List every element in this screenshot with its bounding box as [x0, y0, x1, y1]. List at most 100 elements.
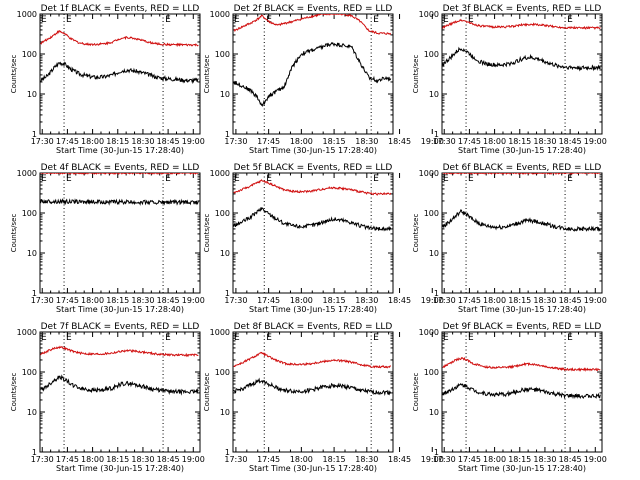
- x-tick-label: 18:15: [106, 137, 129, 146]
- y-tick-label: 100: [424, 50, 439, 59]
- x-tick-label: 17:30: [31, 137, 54, 146]
- x-tick-label: 17:30: [224, 455, 247, 464]
- panel-6: Det 6f BLACK = Events, RED = LLD 1 10 100 10…: [412, 163, 607, 314]
- series-lld-line: [40, 173, 199, 175]
- series-events-line: [233, 41, 392, 108]
- event-marker-label: E: [165, 15, 171, 25]
- event-marker-label: E: [266, 174, 272, 184]
- plot-frame: [39, 331, 201, 453]
- y-tick-label: 1: [434, 448, 439, 457]
- start-marker-label: E: [234, 15, 240, 25]
- panel-5: Det 5f BLACK = Events, RED = LLD 1 10 100 10…: [203, 163, 444, 314]
- x-axis-label: Start Time (30-Jun-15 17:28:40): [56, 464, 184, 473]
- x-tick-label: 17:30: [433, 296, 456, 305]
- plot-frame: [441, 331, 603, 453]
- x-axis-label: Start Time (30-Jun-15 17:28:40): [249, 146, 377, 155]
- x-tick-label: 18:00: [290, 296, 313, 305]
- x-tick-label: 19:00: [584, 455, 607, 464]
- x-tick-label: 18:15: [323, 455, 346, 464]
- panel-title: Det 1f BLACK = Events, RED = LLD: [41, 4, 200, 14]
- y-tick-label: 1: [225, 289, 230, 298]
- start-marker-label: E: [41, 15, 47, 25]
- x-tick-label: 18:30: [131, 296, 154, 305]
- x-tick-label: 18:45: [388, 455, 411, 464]
- y-tick-label: 100: [22, 50, 37, 59]
- y-axis-label: Counts/sec: [10, 55, 18, 94]
- panel-title: Det 3f BLACK = Events, RED = LLD: [443, 4, 602, 14]
- x-tick-label: 18:30: [355, 296, 378, 305]
- x-tick-label: 18:15: [323, 137, 346, 146]
- x-tick-label: 18:45: [559, 455, 582, 464]
- x-tick-label: 18:45: [388, 137, 411, 146]
- y-tick-label: 100: [215, 209, 230, 218]
- y-tick-label: 1000: [210, 328, 230, 337]
- x-tick-label: 18:00: [81, 137, 104, 146]
- panel-title: Det 4f BLACK = Events, RED = LLD: [41, 163, 200, 173]
- x-tick-label: 18:30: [355, 455, 378, 464]
- panel-title: Det 2f BLACK = Events, RED = LLD: [234, 4, 393, 14]
- x-tick-label: 17:45: [458, 296, 481, 305]
- y-tick-label: 10: [27, 408, 37, 417]
- x-tick-label: 18:30: [533, 296, 556, 305]
- event-marker-label: E: [165, 333, 171, 343]
- x-tick-label: 18:15: [508, 137, 531, 146]
- event-marker-label: E: [468, 333, 474, 343]
- x-tick-label: 19:00: [182, 137, 205, 146]
- panel-7: Det 7f BLACK = Events, RED = LLD 1 10 100 10…: [10, 322, 205, 473]
- panel-title: Det 7f BLACK = Events, RED = LLD: [41, 322, 200, 332]
- x-tick-label: 17:30: [433, 137, 456, 146]
- event-marker-label: E: [66, 15, 72, 25]
- event-marker-label: E: [373, 333, 379, 343]
- panel-2: Det 2f BLACK = Events, RED = LLD 1 10 100 10…: [203, 4, 444, 155]
- y-tick-label: 10: [220, 249, 230, 258]
- x-axis-label: Start Time (30-Jun-15 17:28:40): [249, 464, 377, 473]
- x-tick-label: 17:30: [433, 455, 456, 464]
- x-tick-label: 19:00: [182, 455, 205, 464]
- y-tick-label: 10: [220, 90, 230, 99]
- start-marker-label: E: [234, 333, 240, 343]
- y-tick-label: 100: [215, 368, 230, 377]
- y-tick-label: 1: [32, 289, 37, 298]
- y-axis-label: Counts/sec: [203, 373, 211, 412]
- x-tick-label: 18:30: [131, 137, 154, 146]
- series-lld-line: [40, 30, 199, 48]
- x-tick-label: 18:15: [323, 296, 346, 305]
- y-tick-label: 100: [22, 368, 37, 377]
- y-axis-label: Counts/sec: [203, 55, 211, 94]
- event-marker-label: E: [468, 15, 474, 25]
- y-tick-label: 1: [434, 289, 439, 298]
- y-tick-label: 1000: [419, 169, 439, 178]
- y-tick-label: 100: [215, 50, 230, 59]
- panel-4: Det 4f BLACK = Events, RED = LLD 1 10 100 10…: [10, 163, 205, 314]
- series-events-line: [40, 374, 199, 396]
- x-tick-label: 19:00: [421, 296, 444, 305]
- event-marker-label: E: [66, 174, 72, 184]
- y-tick-label: 1: [225, 448, 230, 457]
- x-tick-label: 17:45: [56, 296, 79, 305]
- x-tick-label: 19:00: [584, 296, 607, 305]
- start-marker-label: E: [234, 174, 240, 184]
- y-tick-label: 100: [424, 368, 439, 377]
- x-tick-label: 18:00: [483, 455, 506, 464]
- event-marker-label: E: [66, 333, 72, 343]
- x-tick-label: 19:00: [584, 137, 607, 146]
- series-lld-line: [233, 179, 392, 196]
- event-marker-label: E: [373, 174, 379, 184]
- x-tick-label: 18:30: [355, 137, 378, 146]
- x-tick-label: 19:00: [421, 137, 444, 146]
- event-marker-label: E: [567, 15, 573, 25]
- series-lld-line: [442, 18, 601, 30]
- x-axis-label: Start Time (30-Jun-15 17:28:40): [458, 305, 586, 314]
- series-lld-line: [233, 14, 392, 35]
- series-lld-line: [233, 351, 392, 369]
- y-tick-label: 1000: [17, 169, 37, 178]
- y-axis-label: Counts/sec: [203, 214, 211, 253]
- panel-8: Det 8f BLACK = Events, RED = LLD 1 10 100 10…: [203, 322, 444, 473]
- x-tick-label: 17:45: [458, 137, 481, 146]
- panel-title: Det 9f BLACK = Events, RED = LLD: [443, 322, 602, 332]
- plot-frame: [39, 13, 201, 135]
- plot-frame: [232, 13, 394, 135]
- y-axis-label: Counts/sec: [412, 55, 420, 94]
- x-tick-label: 17:45: [56, 137, 79, 146]
